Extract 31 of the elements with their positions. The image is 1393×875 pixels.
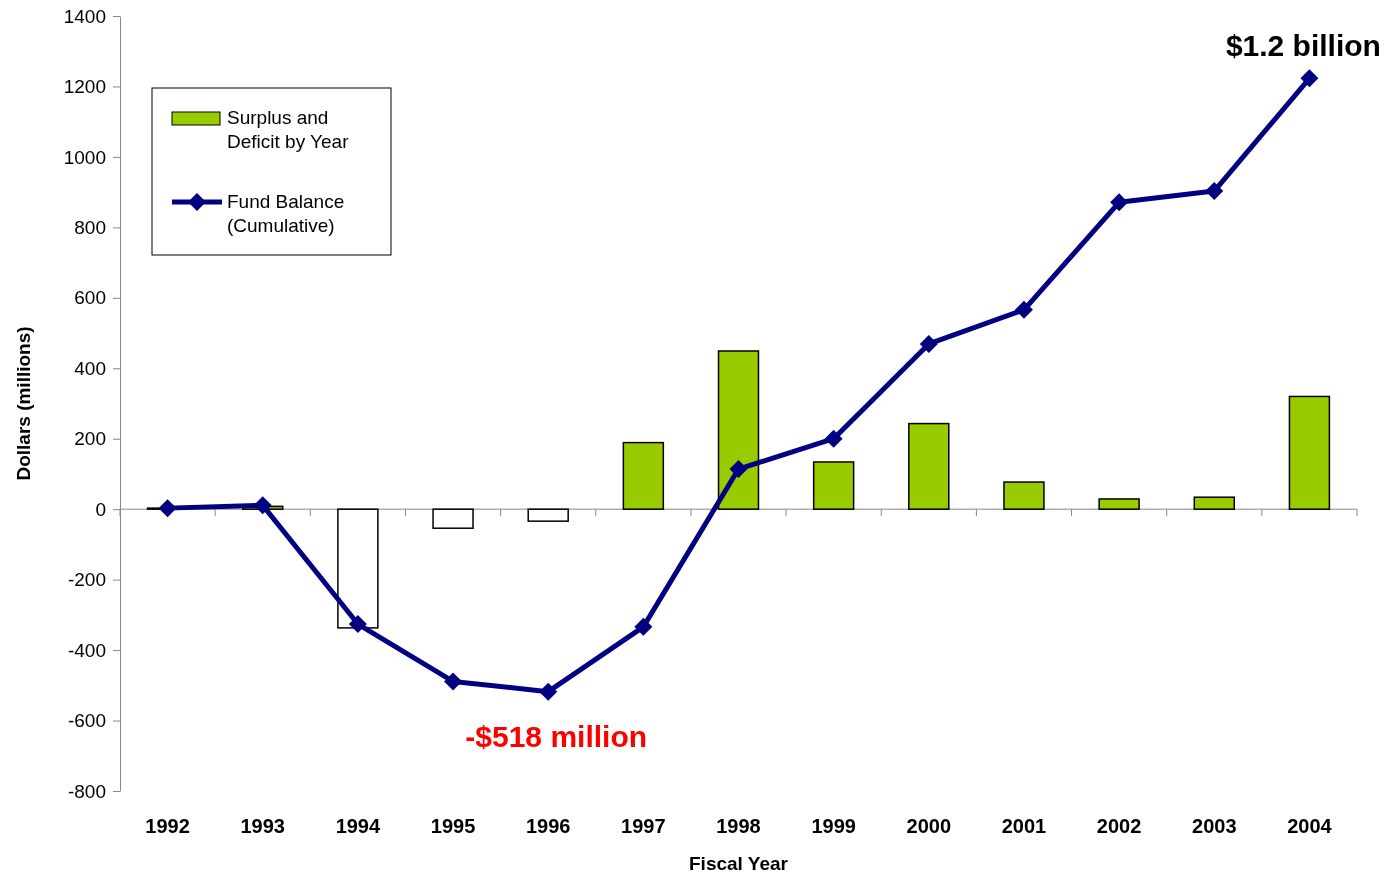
x-tick-label: 1994 — [335, 815, 381, 837]
y-tick-label: -600 — [67, 710, 106, 732]
x-tick-label: 1996 — [525, 815, 571, 837]
y-tick-label: 1400 — [63, 5, 106, 27]
x-tick-label: 1995 — [430, 815, 476, 837]
y-tick-label: 1000 — [63, 146, 106, 168]
annotation: $1.2 billion — [1225, 29, 1381, 63]
x-tick-label: 2004 — [1287, 815, 1333, 837]
y-tick-label: 200 — [74, 428, 106, 450]
y-tick-label: 0 — [95, 498, 106, 520]
x-tick-label: 1992 — [145, 815, 190, 837]
y-axis-title: Dollars (millions) — [13, 326, 34, 481]
x-tick-label: 1993 — [240, 815, 285, 837]
y-tick-label: -200 — [67, 569, 106, 591]
x-axis-title: Fiscal Year — [689, 853, 789, 874]
x-tick-label: 2000 — [906, 815, 952, 837]
x-tick-label: 2002 — [1096, 815, 1142, 837]
x-tick-label: 2003 — [1192, 815, 1237, 837]
y-tick-label: 800 — [74, 216, 106, 238]
y-tick-label: 400 — [74, 357, 106, 379]
annotation: -$518 million — [465, 719, 648, 753]
legend-label: Surplus and Deficit by Year — [227, 107, 350, 152]
y-tick-label: -800 — [67, 780, 106, 802]
x-tick-label: 1998 — [716, 815, 761, 837]
y-tick-label: 600 — [74, 287, 106, 309]
y-tick-label: -400 — [67, 639, 106, 661]
x-tick-label: 2001 — [1001, 815, 1047, 837]
y-tick-label: 1200 — [63, 76, 106, 98]
legend-label: Fund Balance (Cumulative) — [227, 191, 345, 236]
x-tick-label: 1999 — [811, 815, 856, 837]
x-tick-label: 1997 — [621, 815, 666, 837]
